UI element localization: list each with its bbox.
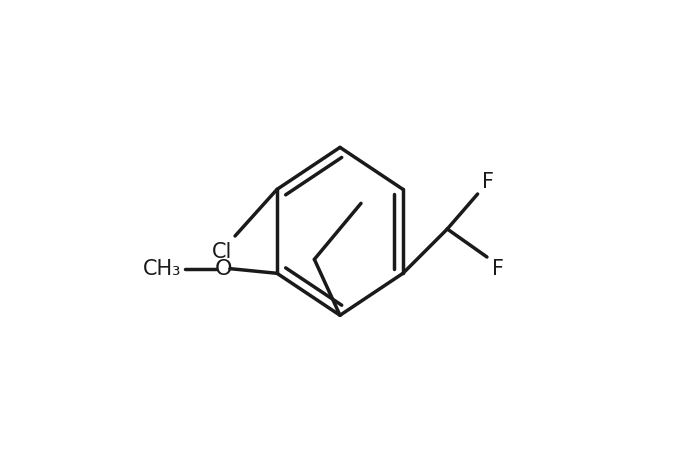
Text: Cl: Cl — [212, 242, 233, 261]
Text: O: O — [215, 259, 232, 278]
Text: F: F — [492, 259, 504, 279]
Text: F: F — [482, 172, 494, 192]
Text: CH₃: CH₃ — [143, 259, 182, 278]
